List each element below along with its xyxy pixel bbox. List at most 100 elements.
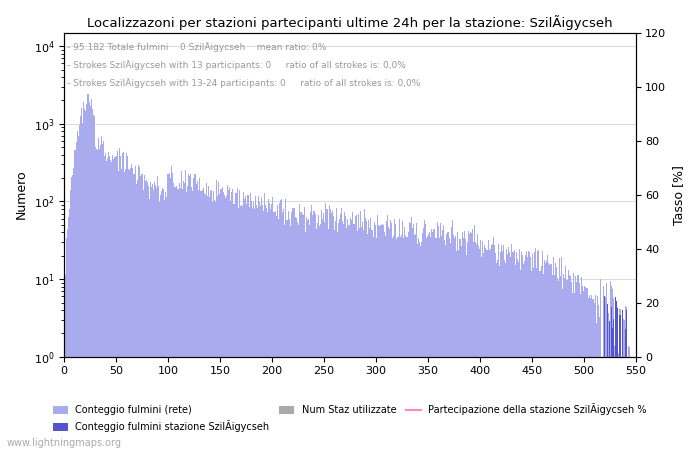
Bar <box>190 174 191 450</box>
Bar <box>420 246 421 450</box>
Bar <box>512 252 514 450</box>
Bar <box>459 239 461 450</box>
Bar <box>375 225 377 450</box>
Bar <box>441 236 442 450</box>
Bar <box>607 304 608 450</box>
Bar <box>144 175 145 450</box>
Bar <box>506 249 507 450</box>
Bar <box>141 174 143 450</box>
Bar <box>212 202 214 450</box>
Bar <box>478 246 480 450</box>
Bar <box>411 217 412 450</box>
Bar <box>188 174 189 450</box>
Bar <box>134 174 135 450</box>
Bar <box>416 223 417 450</box>
Bar <box>582 286 583 450</box>
Bar <box>393 236 394 450</box>
Bar <box>74 150 75 450</box>
Bar <box>448 232 449 450</box>
Bar <box>581 277 582 450</box>
Bar <box>94 116 95 450</box>
Bar <box>491 244 493 450</box>
Bar <box>557 278 558 450</box>
Bar <box>522 255 523 450</box>
Bar <box>207 196 208 450</box>
Bar <box>413 224 414 450</box>
Bar <box>71 177 72 450</box>
Bar <box>467 242 468 450</box>
Bar <box>550 264 551 450</box>
Bar <box>502 251 503 450</box>
Bar <box>426 238 427 450</box>
Bar <box>101 136 102 450</box>
Bar <box>349 225 351 450</box>
Bar <box>257 207 258 450</box>
Bar <box>77 131 78 450</box>
Bar <box>264 193 265 450</box>
Bar <box>445 245 446 450</box>
Bar <box>310 212 311 450</box>
Bar <box>344 212 345 450</box>
Bar <box>73 168 74 450</box>
Bar <box>332 216 334 450</box>
Bar <box>605 297 606 450</box>
Bar <box>431 230 433 450</box>
Bar <box>548 263 549 450</box>
Legend: Conteggio fulmini (rete), Conteggio fulmini stazione SzilÃigycseh, Num Staz util: Conteggio fulmini (rete), Conteggio fulm… <box>49 400 651 436</box>
Bar <box>155 185 156 450</box>
Bar <box>235 193 236 450</box>
Bar <box>270 209 272 450</box>
Bar <box>214 200 216 450</box>
Bar <box>601 357 602 450</box>
Bar <box>624 328 626 450</box>
Bar <box>463 231 465 450</box>
Bar <box>263 211 264 450</box>
Bar <box>156 188 157 450</box>
Bar <box>318 215 319 450</box>
Bar <box>574 293 575 450</box>
Bar <box>149 199 150 450</box>
Bar <box>554 275 555 450</box>
Bar <box>315 214 316 450</box>
Bar <box>438 226 439 450</box>
Bar <box>337 232 338 450</box>
Bar <box>422 233 423 450</box>
Bar <box>72 175 73 450</box>
Bar <box>84 109 85 450</box>
Bar <box>428 234 429 450</box>
Bar <box>386 216 388 450</box>
Bar <box>374 222 375 450</box>
Bar <box>79 126 81 450</box>
Bar <box>609 321 610 450</box>
Bar <box>317 224 318 450</box>
Bar <box>444 240 445 450</box>
Bar <box>343 225 344 450</box>
Partecipazione della stazione SzilÃigycseh % <box>143 354 151 360</box>
Bar <box>272 198 274 450</box>
Bar <box>392 238 393 450</box>
Bar <box>500 252 501 450</box>
Bar <box>335 221 336 450</box>
Bar <box>480 240 482 450</box>
Bar <box>237 188 238 450</box>
Bar <box>96 149 97 450</box>
Bar <box>497 260 498 450</box>
Bar <box>458 250 459 450</box>
Bar <box>368 220 369 450</box>
Bar <box>286 220 287 450</box>
Bar <box>391 223 392 450</box>
Bar <box>372 230 373 450</box>
Bar <box>223 195 225 450</box>
Partecipazione della stazione SzilÃigycseh % <box>468 354 477 360</box>
Bar <box>608 314 609 450</box>
Bar <box>536 268 538 450</box>
Bar <box>572 293 573 450</box>
Bar <box>322 219 323 450</box>
Bar <box>145 181 146 450</box>
Bar <box>454 238 455 450</box>
Bar <box>613 319 615 450</box>
Bar <box>295 216 296 450</box>
Bar <box>309 225 310 450</box>
Bar <box>265 205 266 450</box>
Text: - Strokes SzilÃigycseh with 13-24 participants: 0     ratio of all strokes is: 0: - Strokes SzilÃigycseh with 13-24 partic… <box>67 78 420 88</box>
